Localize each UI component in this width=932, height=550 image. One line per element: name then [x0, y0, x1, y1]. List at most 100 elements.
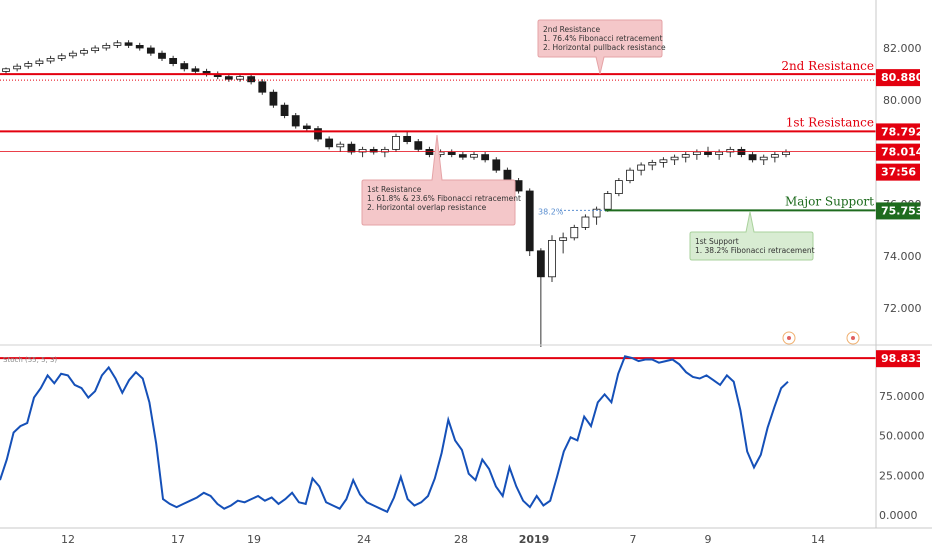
- time-tick-label: 17: [171, 533, 185, 546]
- candle-body: [782, 151, 790, 155]
- time-tick-label: 14: [811, 533, 825, 546]
- candle: [314, 126, 322, 142]
- second-resistance-label: 2nd Resistance: [781, 59, 874, 73]
- candle-body: [191, 68, 200, 72]
- candle: [280, 102, 289, 119]
- candle-body: [581, 216, 590, 228]
- candle: [347, 141, 356, 155]
- candle-body: [2, 68, 10, 72]
- candle: [681, 152, 690, 163]
- candle: [748, 152, 757, 163]
- annotation-1st-support[interactable]: 1st Support 1. 38.2% Fibonacci retraceme…: [689, 211, 815, 261]
- major-support-badge-bg: [876, 202, 920, 220]
- candle-body: [135, 45, 144, 49]
- candle-body: [258, 81, 267, 93]
- candle: [258, 79, 267, 95]
- first-resistance-badge: 78.792: [876, 123, 923, 141]
- second-resistance-badge-bg: [876, 69, 920, 87]
- candle: [325, 136, 334, 150]
- candle-body: [481, 154, 490, 161]
- candle-body: [80, 50, 88, 54]
- annotation-line: 2. Horizontal overlap resistance: [367, 203, 487, 212]
- candle: [447, 149, 456, 158]
- price-tick-label: 72.000: [883, 302, 922, 315]
- candle: [24, 61, 33, 69]
- first-resistance-badge-bg: [876, 123, 920, 141]
- annotation-2nd-resistance[interactable]: 2nd Resistance 1. 76.4% Fibonacci retrac…: [537, 19, 666, 75]
- candle: [581, 214, 590, 230]
- candle: [213, 71, 222, 80]
- candle-body: [770, 154, 779, 158]
- candle: [648, 159, 657, 171]
- candle: [392, 133, 400, 152]
- candle: [670, 154, 679, 165]
- candle: [525, 188, 534, 256]
- candle: [492, 157, 501, 173]
- candle-body: [715, 151, 724, 155]
- candle-body: [302, 125, 311, 129]
- candle-body: [603, 193, 612, 210]
- candle-body: [158, 52, 166, 59]
- major-support-badge-text: 75.753: [881, 204, 923, 217]
- stochastic-axis[interactable]: 75.0000 50.0000 25.0000 0.0000: [879, 390, 925, 522]
- candle-body: [514, 180, 523, 192]
- candle: [614, 178, 623, 197]
- candle: [336, 141, 345, 152]
- candle-body: [759, 156, 768, 161]
- candle: [91, 45, 100, 54]
- candle: [302, 123, 311, 132]
- fib-level-label: 38.2%: [538, 207, 564, 216]
- candle: [269, 89, 278, 108]
- candle-body: [57, 55, 66, 59]
- time-tick-label: 9: [705, 533, 712, 546]
- candle-body: [503, 169, 512, 181]
- price-tick-label: 74.000: [883, 250, 922, 263]
- candle: [247, 74, 256, 85]
- second-resistance-badge-text: 80.880: [881, 71, 924, 84]
- last-price-badge-bg: [876, 143, 920, 161]
- candle: [659, 157, 668, 168]
- price-badges: 80.880 78.792 78.014 37:56 75.753 98.8333: [876, 69, 931, 368]
- stochastic-panel: Stoch (55, 5, 3): [0, 355, 876, 514]
- time-axis[interactable]: 12 17 19 24 28 2019 7 9 14: [61, 533, 825, 546]
- candle-body: [280, 104, 289, 116]
- time-tick-label: 24: [357, 533, 371, 546]
- candle-body: [447, 151, 456, 155]
- major-support-badge: 75.753: [876, 202, 923, 220]
- annotation-line: 1. 76.4% Fibonacci retracement: [543, 34, 663, 43]
- candle-body: [670, 156, 679, 161]
- annotation-1st-resistance[interactable]: 1st Resistance 1. 61.8% & 23.6% Fibonacc…: [361, 134, 521, 226]
- candle: [57, 53, 66, 61]
- time-tick-label: 12: [61, 533, 75, 546]
- candle: [536, 248, 545, 347]
- candle: [782, 149, 790, 158]
- candle: [68, 50, 77, 59]
- annotation-line: 1. 61.8% & 23.6% Fibonacci retracement: [367, 194, 521, 203]
- second-resistance-badge: 80.880: [876, 69, 924, 87]
- candle: [692, 149, 701, 160]
- candle-body: [458, 154, 467, 158]
- stochastic-tick-label: 75.0000: [879, 390, 925, 403]
- candle: [403, 131, 412, 145]
- candle: [514, 178, 523, 194]
- candle-body: [592, 208, 601, 218]
- candle: [770, 152, 779, 163]
- candle-body: [46, 58, 55, 62]
- event-icon[interactable]: [846, 331, 860, 345]
- candle-body: [347, 143, 356, 153]
- candle-body: [113, 42, 122, 46]
- candle: [369, 146, 378, 155]
- candle-body: [336, 143, 345, 148]
- candle-body: [681, 154, 690, 158]
- time-tick-label: 28: [454, 533, 468, 546]
- candle-body: [146, 47, 155, 54]
- candle: [80, 48, 88, 56]
- candle: [458, 152, 467, 160]
- last-price-badge: 78.014: [876, 143, 924, 161]
- countdown-badge-text: 37:56: [881, 166, 916, 179]
- stochastic-indicator-label: Stoch (55, 5, 3): [3, 356, 57, 364]
- candle-body: [325, 138, 334, 148]
- candle-body: [570, 226, 579, 239]
- candle-body: [648, 161, 657, 166]
- event-icon[interactable]: [782, 331, 796, 345]
